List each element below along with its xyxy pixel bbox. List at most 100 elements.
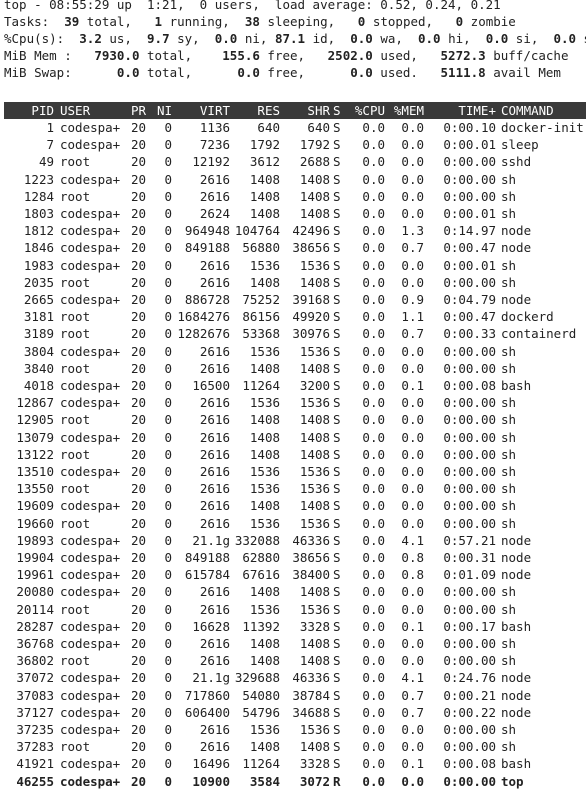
process-row[interactable]: 13510 codespa+ 20 0 2616 1536 1536 S 0.0 0.0 0:00.… [4,463,586,480]
process-row[interactable]: 20080 codespa+ 20 0 2616 1408 1408 S 0.0 0.0 0:00.… [4,583,586,600]
process-time: 0:00.00 [443,515,496,531]
process-row[interactable]: 41921 codespa+ 20 0 16496 11264 3328 S 0.0 0.1 0:0… [4,755,586,772]
process-row[interactable]: 1284 root 20 0 2616 1408 1408 S 0.0 0.0 0:00.00 sh [4,188,586,205]
column-header-ni[interactable]: NI [156,103,172,118]
process-row[interactable]: 28287 codespa+ 20 0 16628 11392 3328 S 0.0 0.1 0:0… [4,618,586,635]
process-pid: 1983 [23,257,54,273]
process-nice: 0 [164,360,172,376]
column-header-shr[interactable]: SHR [307,103,330,118]
process-user: root [60,188,91,204]
process-mem: 4.1 [401,532,424,548]
process-time: 0:00.00 [443,171,496,187]
process-row[interactable]: 20114 root 20 0 2616 1536 1536 S 0.0 0.0 0:00.00 sh [4,601,586,618]
process-row[interactable]: 19893 codespa+ 20 0 21.1g 332088 46336 S 0.0 4.1 0… [4,532,586,549]
process-pid: 28287 [16,618,54,634]
process-user: codespa+ [60,257,121,273]
column-header-cpu[interactable]: %CPU [354,103,385,118]
process-row[interactable]: 1223 codespa+ 20 0 2616 1408 1408 S 0.0 0.0 0:00.0… [4,171,586,188]
process-row[interactable]: 4018 codespa+ 20 0 16500 11264 3200 S 0.0 0.1 0:00… [4,377,586,394]
process-row[interactable]: 19660 root 20 0 2616 1536 1536 S 0.0 0.0 0:00.00 sh [4,515,586,532]
process-row[interactable]: 1846 codespa+ 20 0 849188 56880 38656 S 0.0 0.7 0:… [4,239,586,256]
process-row[interactable]: 36768 codespa+ 20 0 2616 1408 1408 S 0.0 0.0 0:00.… [4,635,586,652]
process-priority: 20 [130,223,146,239]
process-row[interactable]: 13079 codespa+ 20 0 2616 1408 1408 S 0.0 0.0 0:00.… [4,429,586,446]
process-row[interactable]: 49 root 20 0 12192 3612 2688 S 0.0 0.0 0:00.00 sshd [4,153,586,170]
process-priority: 20 [130,687,146,703]
process-row[interactable]: 37127 codespa+ 20 0 606400 54796 34688 S 0.0 0.7 0… [4,704,586,721]
process-cpu: 0.0 [362,240,385,256]
process-row[interactable]: 37083 codespa+ 20 0 717860 54080 38784 S 0.0 0.7 0… [4,687,586,704]
process-user: codespa+ [60,670,121,686]
process-row[interactable]: 1812 codespa+ 20 0 964948 104764 42496 S 0.0 1.3 0… [4,222,586,239]
process-nice: 0 [164,378,172,393]
process-cpu: 0.0 [362,223,385,239]
column-header-command[interactable]: COMMAND [501,103,554,118]
process-shr: 1536 [299,481,330,497]
process-row[interactable]: 1 codespa+ 20 0 1136 640 640 S 0.0 0.0 0:00.10 dock… [4,119,586,136]
column-header-user[interactable]: USER [60,103,91,118]
process-row[interactable]: 3181 root 20 0 1684276 86156 49920 S 0.0 1.1 0:00.… [4,308,586,325]
process-cpu: 0.0 [362,670,385,686]
process-row[interactable]: 3840 root 20 0 2616 1408 1408 S 0.0 0.0 0:00.00 sh [4,360,586,377]
process-row[interactable]: 37283 root 20 0 2616 1408 1408 S 0.0 0.0 0:00.00 sh [4,738,586,755]
process-nice: 0 [164,446,172,462]
process-time: 0:00.00 [443,498,496,514]
process-state: S [333,515,341,531]
column-header-time[interactable]: TIME+ [458,103,496,118]
process-mem: 0.0 [401,188,424,204]
tasks-running: 1 [154,14,163,29]
process-shr: 1536 [299,601,330,617]
process-time: 0:00.00 [443,188,496,204]
column-header-res[interactable]: RES [257,103,280,118]
process-user: codespa+ [60,240,121,256]
process-pid: 2035 [23,274,54,290]
process-row[interactable]: 12905 root 20 0 2616 1408 1408 S 0.0 0.0 0:00.00 sh [4,411,586,428]
column-header-virt[interactable]: VIRT [199,103,230,118]
process-mem: 0.0 [401,481,424,497]
process-row[interactable]: 13550 root 20 0 2616 1536 1536 S 0.0 0.0 0:00.00 sh [4,480,586,497]
process-shr: 1408 [299,584,330,600]
process-mem: 0.8 [401,550,424,565]
process-state: S [333,567,341,583]
process-pid: 13550 [16,481,54,497]
process-cpu: 0.0 [362,722,385,737]
process-res: 3584 [249,773,280,789]
process-row[interactable]: 46255 codespa+ 20 0 10900 3584 3072 R 0.0 0.0 0:00… [4,773,586,790]
process-row[interactable]: 1803 codespa+ 20 0 2624 1408 1408 S 0.0 0.0 0:00.0… [4,205,586,222]
process-row[interactable]: 7 codespa+ 20 0 7236 1792 1792 S 0.0 0.0 0:00.01 sl… [4,136,586,153]
column-header-pr[interactable]: PR [130,103,146,118]
process-row[interactable]: 2665 codespa+ 20 0 886728 75252 39168 S 0.0 0.9 0:… [4,291,586,308]
column-header-state[interactable]: S [333,103,341,118]
process-time: 0:00.00 [443,464,496,479]
column-header-pid[interactable]: PID [31,103,54,118]
process-time: 0:00.00 [443,429,496,445]
process-row[interactable]: 3804 codespa+ 20 0 2616 1536 1536 S 0.0 0.0 0:00.0… [4,343,586,360]
process-row[interactable]: 3189 root 20 0 1282676 53368 30976 S 0.0 0.7 0:00.… [4,325,586,342]
process-row[interactable]: 2035 root 20 0 2616 1408 1408 S 0.0 0.0 0:00.00 sh [4,274,586,291]
process-row[interactable]: 1983 codespa+ 20 0 2616 1536 1536 S 0.0 0.0 0:00.0… [4,257,586,274]
process-row[interactable]: 37235 codespa+ 20 0 2616 1536 1536 S 0.0 0.0 0:00.… [4,721,586,738]
process-row[interactable]: 19961 codespa+ 20 0 615784 67616 38400 S 0.0 0.8 0… [4,566,586,583]
process-pid: 3804 [23,343,54,359]
process-state: S [333,360,341,376]
process-res: 1408 [249,498,280,514]
process-row[interactable]: 37072 codespa+ 20 0 21.1g 329688 46336 S 0.0 4.1 0… [4,669,586,686]
process-nice: 0 [164,120,172,135]
column-header-mem[interactable]: %MEM [393,103,424,118]
process-res: 1408 [249,171,280,187]
process-virt: 2616 [199,498,230,514]
process-cpu: 0.0 [362,636,385,651]
process-row[interactable]: 13122 root 20 0 2616 1408 1408 S 0.0 0.0 0:00.00 sh [4,446,586,463]
process-virt: 717860 [184,687,230,703]
process-row[interactable]: 12867 codespa+ 20 0 2616 1536 1536 S 0.0 0.0 0:00.… [4,394,586,411]
process-row[interactable]: 19609 codespa+ 20 0 2616 1408 1408 S 0.0 0.0 0:00.… [4,497,586,514]
process-pid: 41921 [16,756,54,772]
process-virt: 1282676 [177,326,230,342]
process-res: 11392 [242,618,280,634]
process-row[interactable]: 19904 codespa+ 20 0 849188 62880 38656 S 0.0 0.8 0… [4,549,586,566]
process-cpu: 0.0 [362,292,385,307]
process-row[interactable]: 36802 root 20 0 2616 1408 1408 S 0.0 0.0 0:00.00 sh [4,652,586,669]
process-nice: 0 [164,498,172,514]
process-virt: 2616 [199,636,230,651]
